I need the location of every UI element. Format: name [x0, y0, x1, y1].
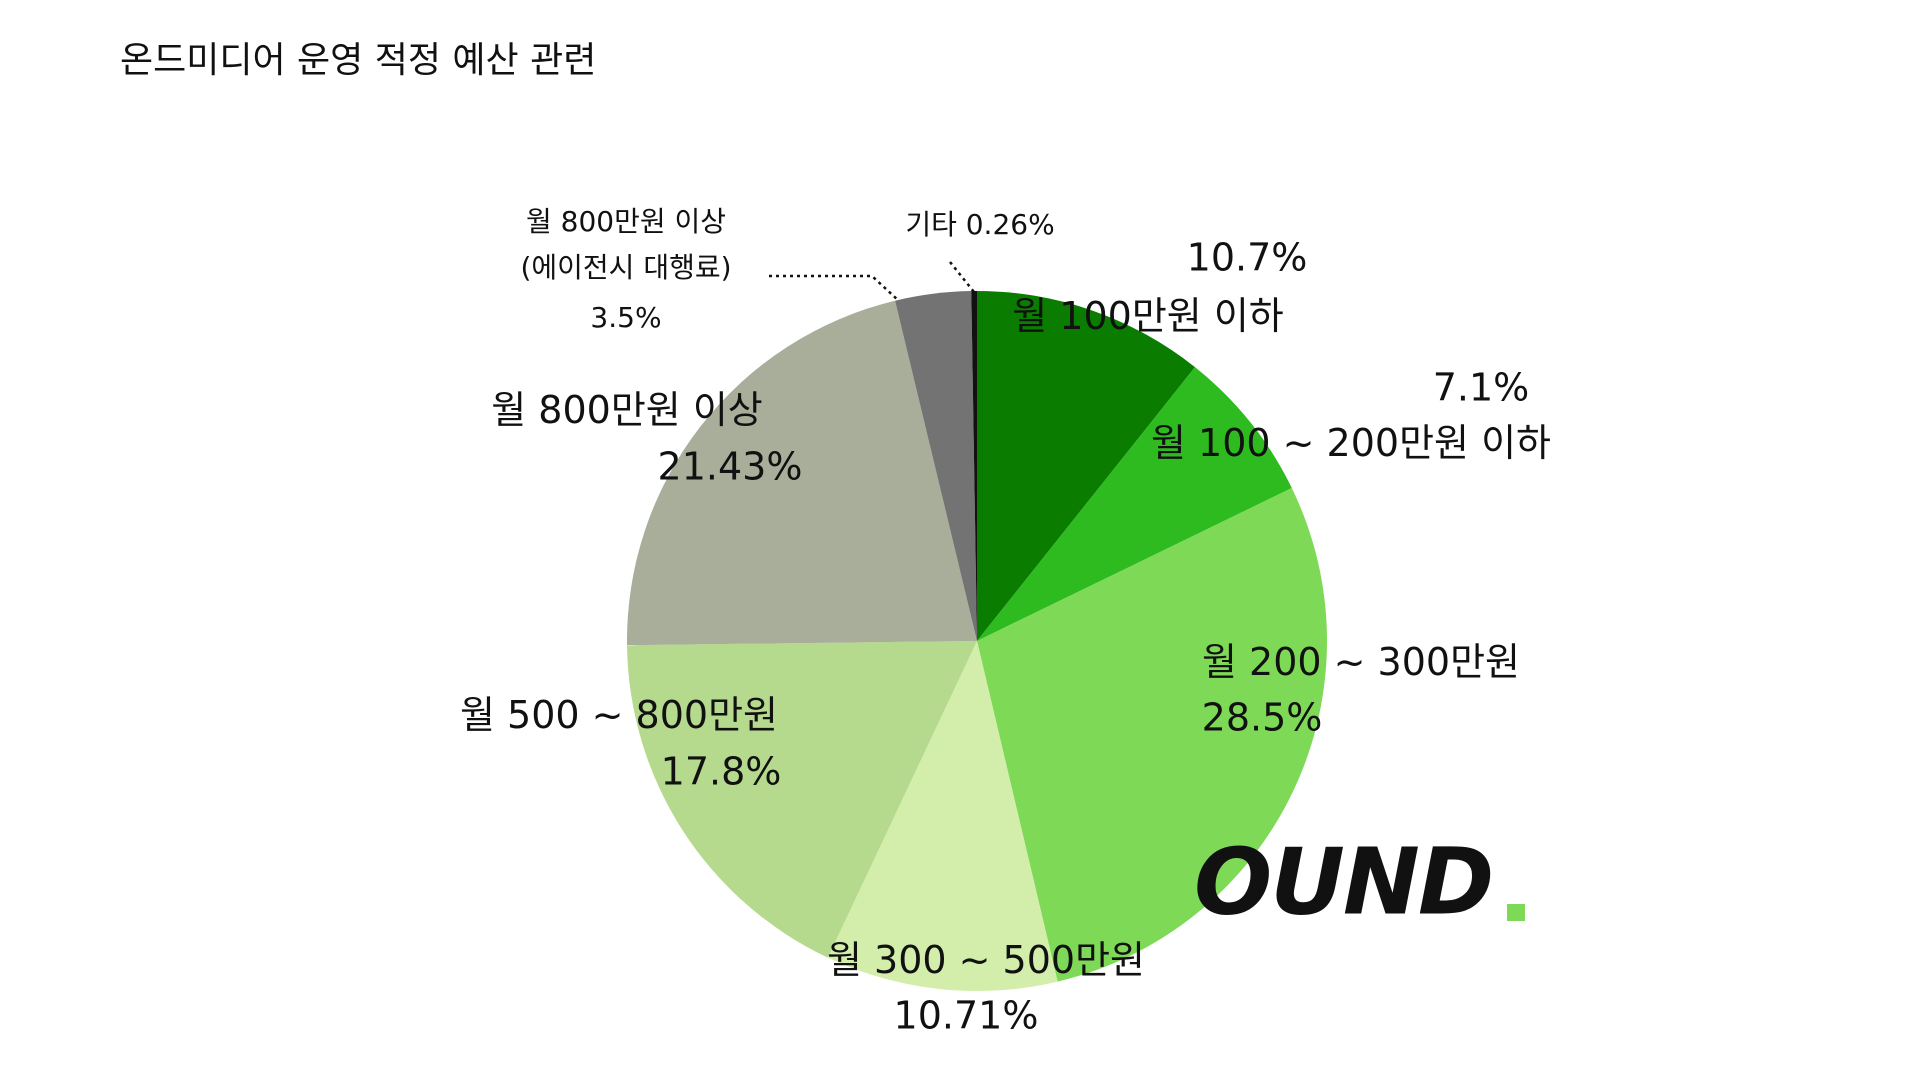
value-label: 0.26% — [966, 208, 1055, 241]
category-label: 월 100만원 이하 — [1012, 294, 1284, 338]
category-label: 월 800만원 이상 (에이전시 대행료) — [520, 205, 731, 284]
category-line: (에이전시 대행료) — [520, 251, 731, 284]
pie-slice — [977, 488, 1327, 982]
pie-slice — [627, 641, 977, 958]
pie-slice — [971, 291, 977, 641]
value-label: 17.8% — [661, 750, 782, 794]
category-line: 월 800만원 이상 — [526, 205, 726, 238]
leader-line — [769, 274, 900, 302]
category-label: 월 100 ~ 200만원 이하 — [1151, 421, 1551, 465]
value-label: 21.43% — [658, 445, 803, 489]
value-label: 7.1% — [1433, 366, 1530, 410]
data-label: 기타 0.26% — [905, 208, 1054, 241]
value-label: 3.5% — [590, 301, 661, 334]
category-label: 월 500 ~ 800만원 — [460, 693, 778, 737]
value-label: 10.7% — [1187, 236, 1308, 280]
category-line: 월 100만원 이하 — [1012, 294, 1284, 338]
pie-slice — [627, 300, 977, 646]
pie-slice — [895, 291, 977, 641]
pie-slice — [827, 641, 1058, 991]
value-label: 28.5% — [1202, 696, 1323, 740]
category-line: 월 200 ~ 300만원 — [1202, 640, 1520, 684]
category-line: 월 500 ~ 800만원 — [460, 693, 778, 737]
category-label: 월 800만원 이상 — [491, 388, 763, 432]
labels: 월 100만원 이하 10.7% 월 100 ~ 200만원 이하 7.1% 월 200… — [460, 205, 1551, 1038]
category-label: 기타 — [905, 208, 965, 241]
category-label: 월 300 ~ 500만원 — [827, 938, 1145, 982]
pie-slice — [977, 367, 1292, 641]
chart-title: 온드미디어 운영 적정 예산 관련 — [120, 40, 596, 81]
category-line: 월 100 ~ 200만원 이하 — [1151, 421, 1551, 465]
category-line: 월 800만원 이상 — [491, 388, 763, 432]
value-label: 10.71% — [894, 994, 1039, 1038]
logo-dot — [1507, 904, 1525, 921]
category-line: 월 300 ~ 500만원 — [827, 938, 1145, 982]
pie-slice — [977, 291, 1195, 641]
category-label: 월 200 ~ 300만원 — [1202, 640, 1520, 684]
logo: OUND — [1194, 828, 1492, 935]
pie — [627, 291, 1327, 991]
